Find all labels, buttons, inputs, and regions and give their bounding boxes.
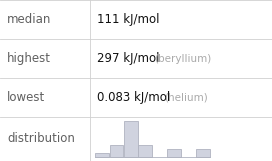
Bar xyxy=(138,145,152,157)
Text: 297 kJ/mol: 297 kJ/mol xyxy=(97,52,159,65)
Bar xyxy=(167,149,181,157)
Text: median: median xyxy=(7,13,51,26)
Text: (helium): (helium) xyxy=(164,93,208,103)
Text: 111 kJ/mol: 111 kJ/mol xyxy=(97,13,159,26)
Bar xyxy=(124,121,138,157)
Text: distribution: distribution xyxy=(7,133,75,146)
Text: highest: highest xyxy=(7,52,51,65)
Bar xyxy=(110,145,123,157)
Text: lowest: lowest xyxy=(7,91,45,104)
Text: 0.083 kJ/mol: 0.083 kJ/mol xyxy=(97,91,170,104)
Text: (beryllium): (beryllium) xyxy=(154,53,211,63)
Bar xyxy=(196,149,210,157)
Bar xyxy=(95,153,109,157)
